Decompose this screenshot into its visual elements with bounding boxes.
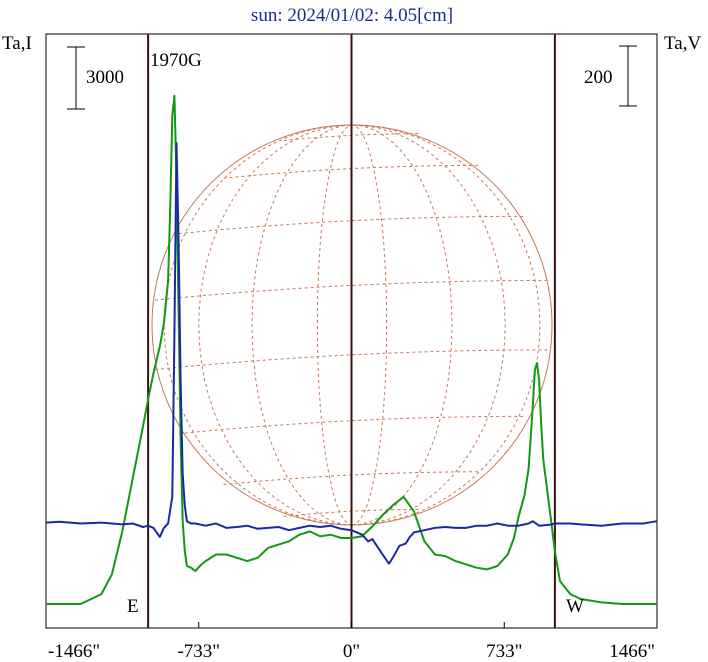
- series-line-I: [46, 94, 657, 605]
- latitude-line: [178, 215, 526, 235]
- longitude-line: [316, 124, 353, 526]
- right-scale-bar-label: 200: [584, 67, 613, 88]
- x-tick-label: -733": [177, 641, 220, 662]
- right-scale-bar: [619, 45, 637, 107]
- right-axis-label: Ta,V: [664, 33, 701, 54]
- limb-lines: [147, 34, 556, 628]
- longitude-line: [163, 124, 353, 526]
- longitude-line: [251, 124, 353, 526]
- latitude-line: [154, 279, 549, 301]
- longitude-line: [351, 124, 541, 526]
- x-tick-label: 733": [486, 641, 522, 662]
- x-tick-label: 1466": [609, 641, 655, 662]
- longitude-line: [198, 124, 353, 526]
- chart-title: sun: 2024/01/02: 4.05[cm]: [251, 5, 453, 26]
- west-label: W: [566, 596, 584, 617]
- x-tick-label: 0": [343, 641, 360, 662]
- x-tick-label: -1466": [48, 641, 100, 662]
- longitude-line: [351, 124, 506, 526]
- left-scale-bar-label: 3000: [86, 67, 124, 88]
- series-line-V: [45, 142, 658, 565]
- left-axis-label: Ta,I: [2, 33, 32, 54]
- source-label: 1970G: [150, 50, 202, 71]
- latitude-line: [154, 349, 549, 371]
- east-label: E: [127, 596, 139, 617]
- left-scale-bar: [67, 46, 85, 110]
- latitude-line: [178, 415, 526, 435]
- longitude-line: [351, 124, 453, 526]
- x-axis-ticks: -1466" -733" 0" 733" 1466": [45, 622, 658, 662]
- longitude-line: [351, 124, 388, 526]
- series-layer: [45, 94, 658, 605]
